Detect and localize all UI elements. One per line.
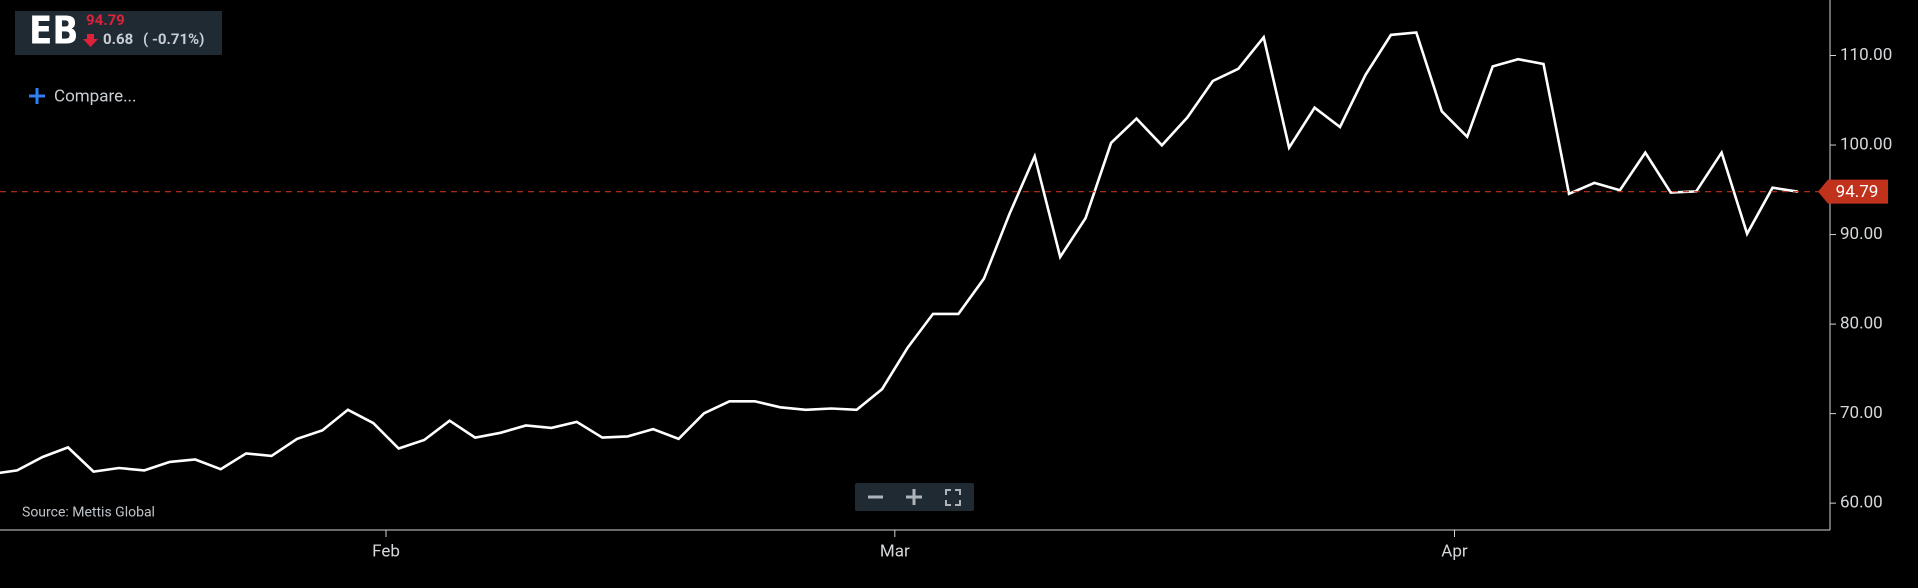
last-price-badge (1818, 179, 1888, 204)
ticker-change: 0.68 (103, 30, 133, 48)
compare-button[interactable]: Compare... (29, 86, 137, 106)
x-tick-label: Feb (372, 541, 400, 561)
y-tick-label: 90.00 (1840, 224, 1883, 244)
ticker-price: 94.79 (86, 11, 125, 29)
x-tick-label: Apr (1441, 541, 1468, 561)
down-arrow (83, 34, 98, 47)
price-line (0, 31, 1799, 475)
plot: 60.00 70.00 80.00 90.00 100.00 110.00 Feb Mar Ap… (0, 0, 1892, 561)
x-tick-label: Mar (880, 541, 910, 561)
ticker-change-pct: ( -0.71%) (143, 30, 204, 48)
compare-icon (29, 88, 45, 104)
compare-label[interactable]: Compare... (54, 86, 137, 106)
last-price-label: 94.79 (1836, 182, 1879, 202)
ticker-box (15, 11, 222, 55)
y-tick-label: 110.00 (1840, 45, 1892, 65)
zoom-in[interactable] (906, 489, 922, 505)
ticker-symbol: EB (29, 9, 78, 53)
source-note: Source: Mettis Global (22, 505, 155, 521)
y-tick-label: 60.00 (1840, 493, 1883, 513)
y-tick-label: 100.00 (1840, 135, 1892, 155)
y-tick-label: 70.00 (1840, 403, 1883, 423)
fullscreen[interactable] (945, 489, 961, 506)
y-tick-label: 80.00 (1840, 314, 1883, 334)
